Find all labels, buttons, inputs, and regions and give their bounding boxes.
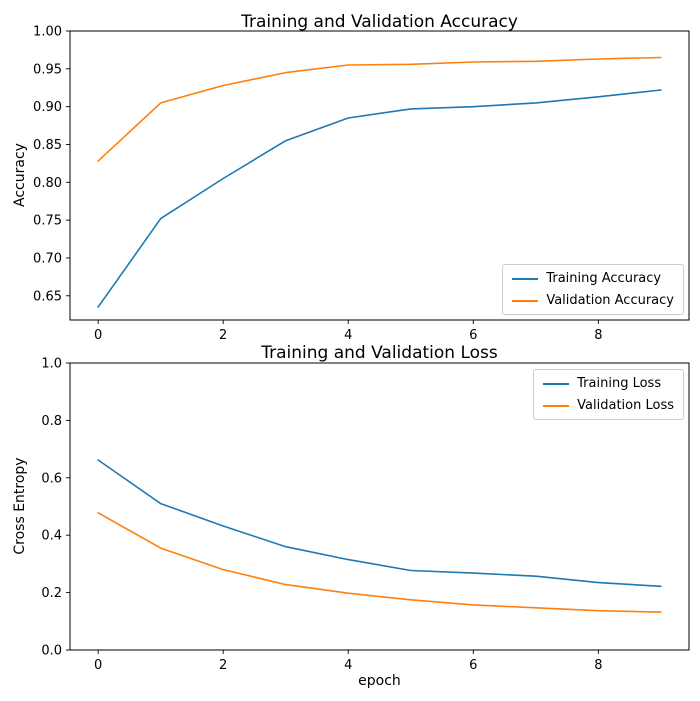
- y-tick-label: 0.90: [33, 100, 62, 115]
- x-tick-label: 2: [219, 328, 227, 343]
- legend-label: Training Loss: [577, 376, 662, 391]
- legend-label: Training Accuracy: [546, 271, 662, 286]
- loss-legend: Training Loss Validation Loss: [533, 369, 684, 420]
- y-tick-label: 0.75: [33, 214, 62, 229]
- legend-label: Validation Accuracy: [546, 293, 674, 308]
- legend-entry: Training Accuracy: [512, 271, 674, 286]
- y-tick-label: 1.00: [33, 25, 62, 40]
- y-tick-label: 0.95: [33, 62, 62, 77]
- legend-entry: Training Loss: [543, 376, 674, 391]
- training-accuracy-line: [97, 89, 662, 308]
- x-tick-label: 0: [94, 658, 102, 673]
- accuracy-chart-title: Training and Validation Accuracy: [241, 12, 518, 32]
- y-tick-label: 0.0: [41, 644, 62, 659]
- loss-y-axis-label: Cross Entropy: [12, 457, 28, 555]
- validation-accuracy-legend-swatch: [512, 299, 539, 302]
- accuracy-legend: Training Accuracy Validation Accuracy: [502, 264, 684, 315]
- x-tick-label: 6: [469, 328, 477, 343]
- validation-loss-line: [97, 511, 662, 613]
- axes-frame: [69, 30, 690, 321]
- epoch-x-axis-label: epoch: [358, 673, 401, 689]
- x-tick-label: 4: [344, 658, 352, 673]
- loss-chart-title: Training and Validation Loss: [261, 343, 498, 363]
- x-tick-label: 8: [594, 328, 602, 343]
- validation-loss-legend-swatch: [543, 404, 570, 407]
- x-tick-label: 4: [344, 328, 352, 343]
- y-tick-label: 0.85: [33, 138, 62, 153]
- training-accuracy-legend-swatch: [512, 277, 539, 280]
- legend-entry: Validation Accuracy: [512, 293, 674, 308]
- legend-entry: Validation Loss: [543, 398, 674, 413]
- y-tick-label: 0.80: [33, 176, 62, 191]
- legend-label: Validation Loss: [577, 398, 674, 413]
- validation-accuracy-line: [97, 56, 662, 162]
- y-tick-label: 0.70: [33, 251, 62, 266]
- training-loss-legend-swatch: [543, 382, 570, 385]
- training-loss-line: [97, 459, 662, 588]
- y-tick-label: 0.6: [41, 471, 62, 486]
- y-tick-label: 0.4: [41, 529, 62, 544]
- y-tick-label: 0.65: [33, 289, 62, 304]
- y-tick-label: 0.8: [41, 414, 62, 429]
- y-tick-label: 0.2: [41, 586, 62, 601]
- x-tick-label: 6: [469, 658, 477, 673]
- y-tick-label: 1.0: [41, 357, 62, 372]
- accuracy-y-axis-label: Accuracy: [12, 143, 28, 207]
- x-tick-label: 2: [219, 658, 227, 673]
- axes-frame: [69, 362, 690, 651]
- x-tick-label: 8: [594, 658, 602, 673]
- x-tick-label: 0: [94, 328, 102, 343]
